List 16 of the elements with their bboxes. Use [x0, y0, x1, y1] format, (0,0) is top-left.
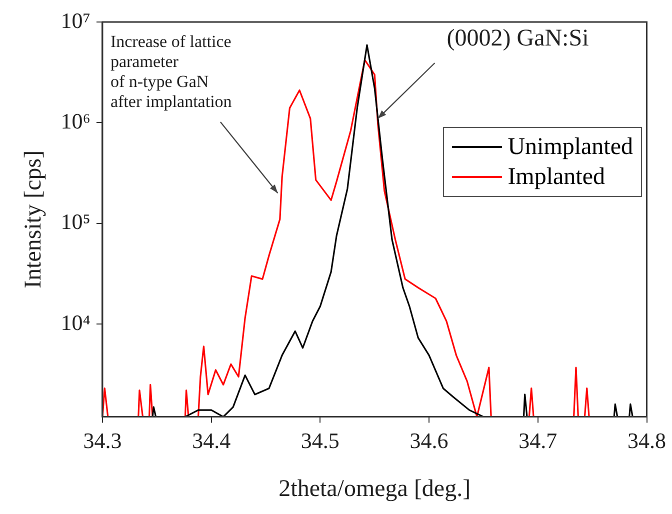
y-tick-label: 10⁴: [60, 310, 91, 335]
x-tick-label: 34.4: [192, 428, 231, 453]
legend-label: Implanted: [508, 163, 605, 192]
x-tick-label: 34.8: [628, 428, 666, 453]
x-tick-label: 34.7: [518, 428, 558, 453]
y-tick-label: 10⁶: [60, 108, 90, 134]
x-tick-label: 34.5: [300, 428, 340, 453]
x-axis-title: 2theta/omega [deg.]: [278, 476, 471, 502]
y-tick-label: 10⁷: [60, 8, 90, 33]
y-axis-title: Intensity [cps]: [20, 150, 47, 288]
y-tick-label: 10⁵: [60, 209, 90, 234]
legend-label: Unimplanted: [508, 133, 633, 162]
x-tick-label: 34.6: [410, 428, 448, 453]
annotation: Increase of lattice parameter of n-type GaN after implantation: [110, 32, 232, 111]
x-tick-label: 34.3: [83, 428, 122, 453]
annotation: (0002) GaN:Si: [446, 25, 590, 52]
